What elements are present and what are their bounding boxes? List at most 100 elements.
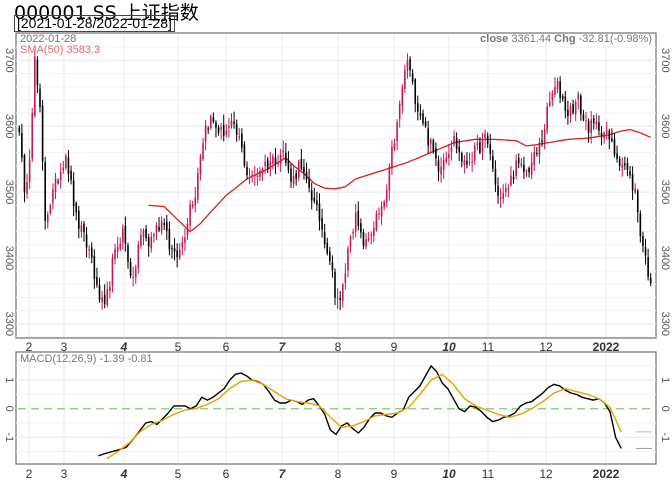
candle — [331, 255, 334, 278]
candle — [554, 77, 556, 98]
candle — [463, 154, 466, 174]
candle — [644, 239, 647, 265]
candle — [36, 56, 39, 94]
candle — [321, 208, 323, 238]
candle-body — [559, 81, 561, 98]
candle-body — [331, 262, 334, 271]
candle — [530, 152, 533, 180]
candle — [536, 147, 538, 157]
candle-body — [546, 106, 548, 131]
candle — [96, 267, 98, 288]
candle-body — [329, 251, 331, 262]
candle-body — [401, 86, 404, 106]
candle-body — [274, 157, 277, 165]
candle — [486, 132, 489, 148]
candle-body — [453, 136, 455, 145]
candle — [373, 221, 375, 243]
macd-x-axis: 2 3 4 5 6 7 8 9 10 11 12 2022 — [26, 467, 620, 480]
candle — [406, 53, 409, 79]
candle-body — [476, 143, 479, 145]
candle-body — [233, 121, 235, 124]
candle — [587, 118, 590, 143]
macd-x-tick-label: 5 — [175, 467, 182, 480]
macd-x-tick-label: 6 — [223, 467, 230, 480]
price-y-tick-label: 3500 — [659, 180, 671, 204]
candle-body — [497, 185, 499, 196]
candle — [228, 118, 230, 138]
candle-body — [634, 188, 636, 193]
candle-body — [272, 155, 274, 164]
candle-body — [248, 176, 251, 178]
candle — [577, 91, 580, 110]
candle-body — [574, 101, 577, 115]
candle — [173, 238, 176, 261]
candle-body — [411, 73, 414, 82]
candle-body — [116, 246, 119, 252]
candle — [44, 157, 46, 230]
candle-body — [642, 235, 644, 247]
candle-body — [259, 171, 261, 178]
candle — [34, 49, 36, 118]
candle — [497, 177, 499, 204]
candle-body — [310, 190, 313, 201]
candle-body — [127, 245, 129, 262]
candle — [504, 183, 507, 197]
candle — [445, 151, 448, 164]
candle-body — [44, 162, 46, 221]
candle-body — [295, 173, 297, 179]
candle — [354, 203, 357, 238]
candle — [636, 188, 639, 223]
candle-body — [217, 127, 220, 133]
candle-body — [178, 249, 181, 259]
candle — [525, 169, 528, 178]
candle — [414, 78, 417, 113]
candle-body — [504, 187, 507, 192]
candle — [235, 119, 238, 142]
chg-value: -32.81(-0.98%) — [579, 33, 652, 45]
price-grid — [16, 34, 656, 338]
candle — [202, 137, 204, 162]
candle — [282, 140, 285, 159]
candle — [605, 121, 608, 140]
date-range-label: [2021-01-28/2022-01-28] — [14, 15, 175, 32]
candle-body — [367, 238, 370, 241]
macd-x-tick-label: 11 — [482, 467, 495, 480]
candle-body — [238, 136, 241, 138]
candle-body — [34, 56, 36, 116]
candle — [279, 148, 282, 173]
candle — [419, 104, 422, 120]
candle — [334, 268, 336, 306]
candle — [54, 172, 57, 199]
candle-body — [450, 147, 453, 152]
candle — [448, 144, 450, 166]
candle — [153, 232, 155, 243]
candle — [160, 216, 163, 235]
candle-body — [297, 161, 300, 178]
candle — [512, 170, 515, 184]
candle — [264, 154, 266, 175]
candle-body — [90, 247, 93, 258]
candle — [329, 246, 331, 265]
close-label: close — [480, 33, 508, 45]
candle-body — [636, 190, 639, 213]
candle — [422, 109, 424, 126]
candle — [62, 160, 65, 174]
price-y-tick-label: 3700 — [3, 48, 15, 72]
candle — [290, 163, 292, 188]
macd-x-tick-label: 8 — [335, 467, 342, 480]
candle-body — [122, 228, 124, 242]
candle-body — [336, 298, 339, 300]
price-y-tick-label: 3300 — [3, 312, 15, 336]
candle — [517, 153, 520, 169]
candle — [217, 124, 220, 136]
candle-body — [70, 170, 72, 181]
candle — [528, 166, 530, 178]
candle — [417, 95, 419, 121]
candle-body — [466, 160, 468, 165]
candle — [352, 228, 354, 240]
candle — [101, 290, 103, 310]
candle-body — [409, 58, 411, 71]
candle — [168, 221, 171, 256]
candle-body — [618, 158, 621, 166]
candle-body — [140, 235, 142, 246]
